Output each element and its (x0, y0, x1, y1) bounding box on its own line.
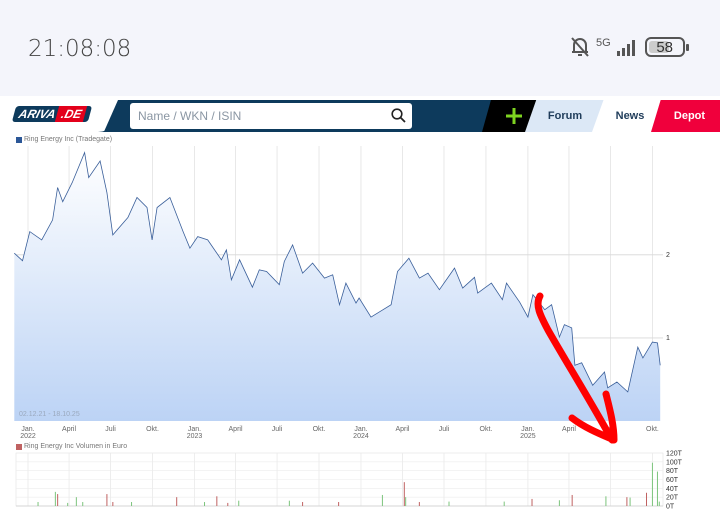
volume-bar (131, 502, 133, 506)
status-icons: 5G 58 (570, 36, 689, 58)
volume-bar (227, 502, 229, 506)
volume-tick-label: 20T (666, 495, 679, 502)
volume-bar (448, 501, 450, 506)
volume-bar (531, 498, 533, 506)
volume-bar (629, 497, 631, 506)
site-header: ARIVA.DE Forum News Depot (0, 100, 720, 132)
price-legend: Ring Energy Inc (Tradegate) (16, 136, 112, 143)
x-tick-label: Juli (272, 426, 283, 433)
x-tick-label: Jan. (521, 426, 534, 433)
volume-bar (216, 496, 218, 506)
volume-tick-label: 60T (666, 477, 679, 484)
volume-bar (176, 497, 178, 506)
x-tick-year: 2023 (187, 433, 203, 440)
volume-bar (288, 500, 290, 506)
legend-label: Ring Energy Inc (Tradegate) (24, 136, 113, 143)
volume-bar (656, 471, 658, 506)
volume-tick-label: 40T (666, 486, 679, 493)
x-tick-label: April (562, 426, 576, 433)
legend-swatch (16, 443, 22, 450)
red-arrow-annotation (534, 292, 618, 444)
volume-bar (37, 502, 39, 506)
volume-bar (403, 482, 405, 506)
volume-bar (82, 502, 84, 506)
price-area (14, 152, 661, 421)
x-tick-label: Okt. (313, 426, 326, 433)
x-tick-label: April (62, 426, 76, 433)
volume-bar (646, 492, 648, 506)
price-line (14, 151, 661, 393)
x-tick-label: Jan. (188, 426, 201, 433)
x-tick-label: Jan. (21, 426, 34, 433)
x-tick-label: Okt. (146, 426, 159, 433)
volume-bar (75, 497, 77, 506)
volume-bar (405, 497, 407, 506)
volume-bar (558, 500, 560, 506)
volume-legend: Ring Energy Inc Volumen in Euro (16, 443, 127, 450)
legend-swatch (16, 136, 22, 143)
network-label: 5G (596, 37, 611, 49)
volume-bar (57, 494, 59, 506)
x-tick-year: 2024 (353, 433, 369, 440)
x-tick-label: Juli (105, 426, 116, 433)
signal-icon (616, 40, 635, 56)
volume-tick-label: 80T (666, 468, 679, 475)
x-tick-label: Okt. (480, 426, 493, 433)
volume-bar (112, 502, 114, 506)
x-tick-year: 2025 (520, 433, 536, 440)
volume-bar (381, 494, 383, 506)
x-tick-year: 2022 (20, 433, 36, 440)
battery-icon: 58 (644, 37, 689, 57)
x-tick-label: Juli (439, 426, 450, 433)
volume-bar (571, 494, 573, 506)
x-tick-label: April (229, 426, 243, 433)
legend-label: Ring Energy Inc Volumen in Euro (24, 443, 128, 450)
x-tick-label: Okt. (646, 426, 659, 433)
volume-bar (338, 502, 340, 506)
volume-bar (54, 491, 56, 506)
volume-bar (238, 500, 240, 506)
volume-bar (605, 496, 607, 506)
volume-bar (626, 497, 628, 506)
tab-news[interactable]: News (592, 100, 664, 132)
tab-forum[interactable]: Forum (525, 100, 605, 132)
status-bar: 21:08:08 5G 58 (0, 0, 720, 96)
y-tick-label: 2 (666, 252, 670, 259)
volume-bar (302, 502, 304, 506)
volume-bar (503, 501, 505, 506)
bell-off-icon (571, 37, 589, 57)
volume-bar (651, 462, 653, 506)
date-range: 02.12.21 - 18.10.25 (19, 411, 80, 418)
volume-tick-label: 120T (666, 451, 683, 458)
volume-tick-label: 100T (666, 459, 683, 466)
battery-level: 58 (656, 38, 674, 56)
volume-tick-label: 0T (666, 504, 675, 511)
y-tick-label: 1 (666, 335, 670, 342)
volume-bar (418, 502, 420, 506)
volume-bar (67, 502, 69, 506)
search-input[interactable] (130, 103, 412, 129)
tab-depot[interactable]: Depot (651, 100, 720, 132)
search-icon[interactable] (391, 108, 406, 123)
volume-bar (658, 501, 660, 506)
volume-bar (106, 494, 108, 506)
x-tick-label: April (395, 426, 409, 433)
volume-bar (204, 502, 206, 506)
x-tick-label: Jan. (354, 426, 367, 433)
clock: 21:08:08 (28, 36, 132, 62)
plus-icon (506, 108, 522, 124)
